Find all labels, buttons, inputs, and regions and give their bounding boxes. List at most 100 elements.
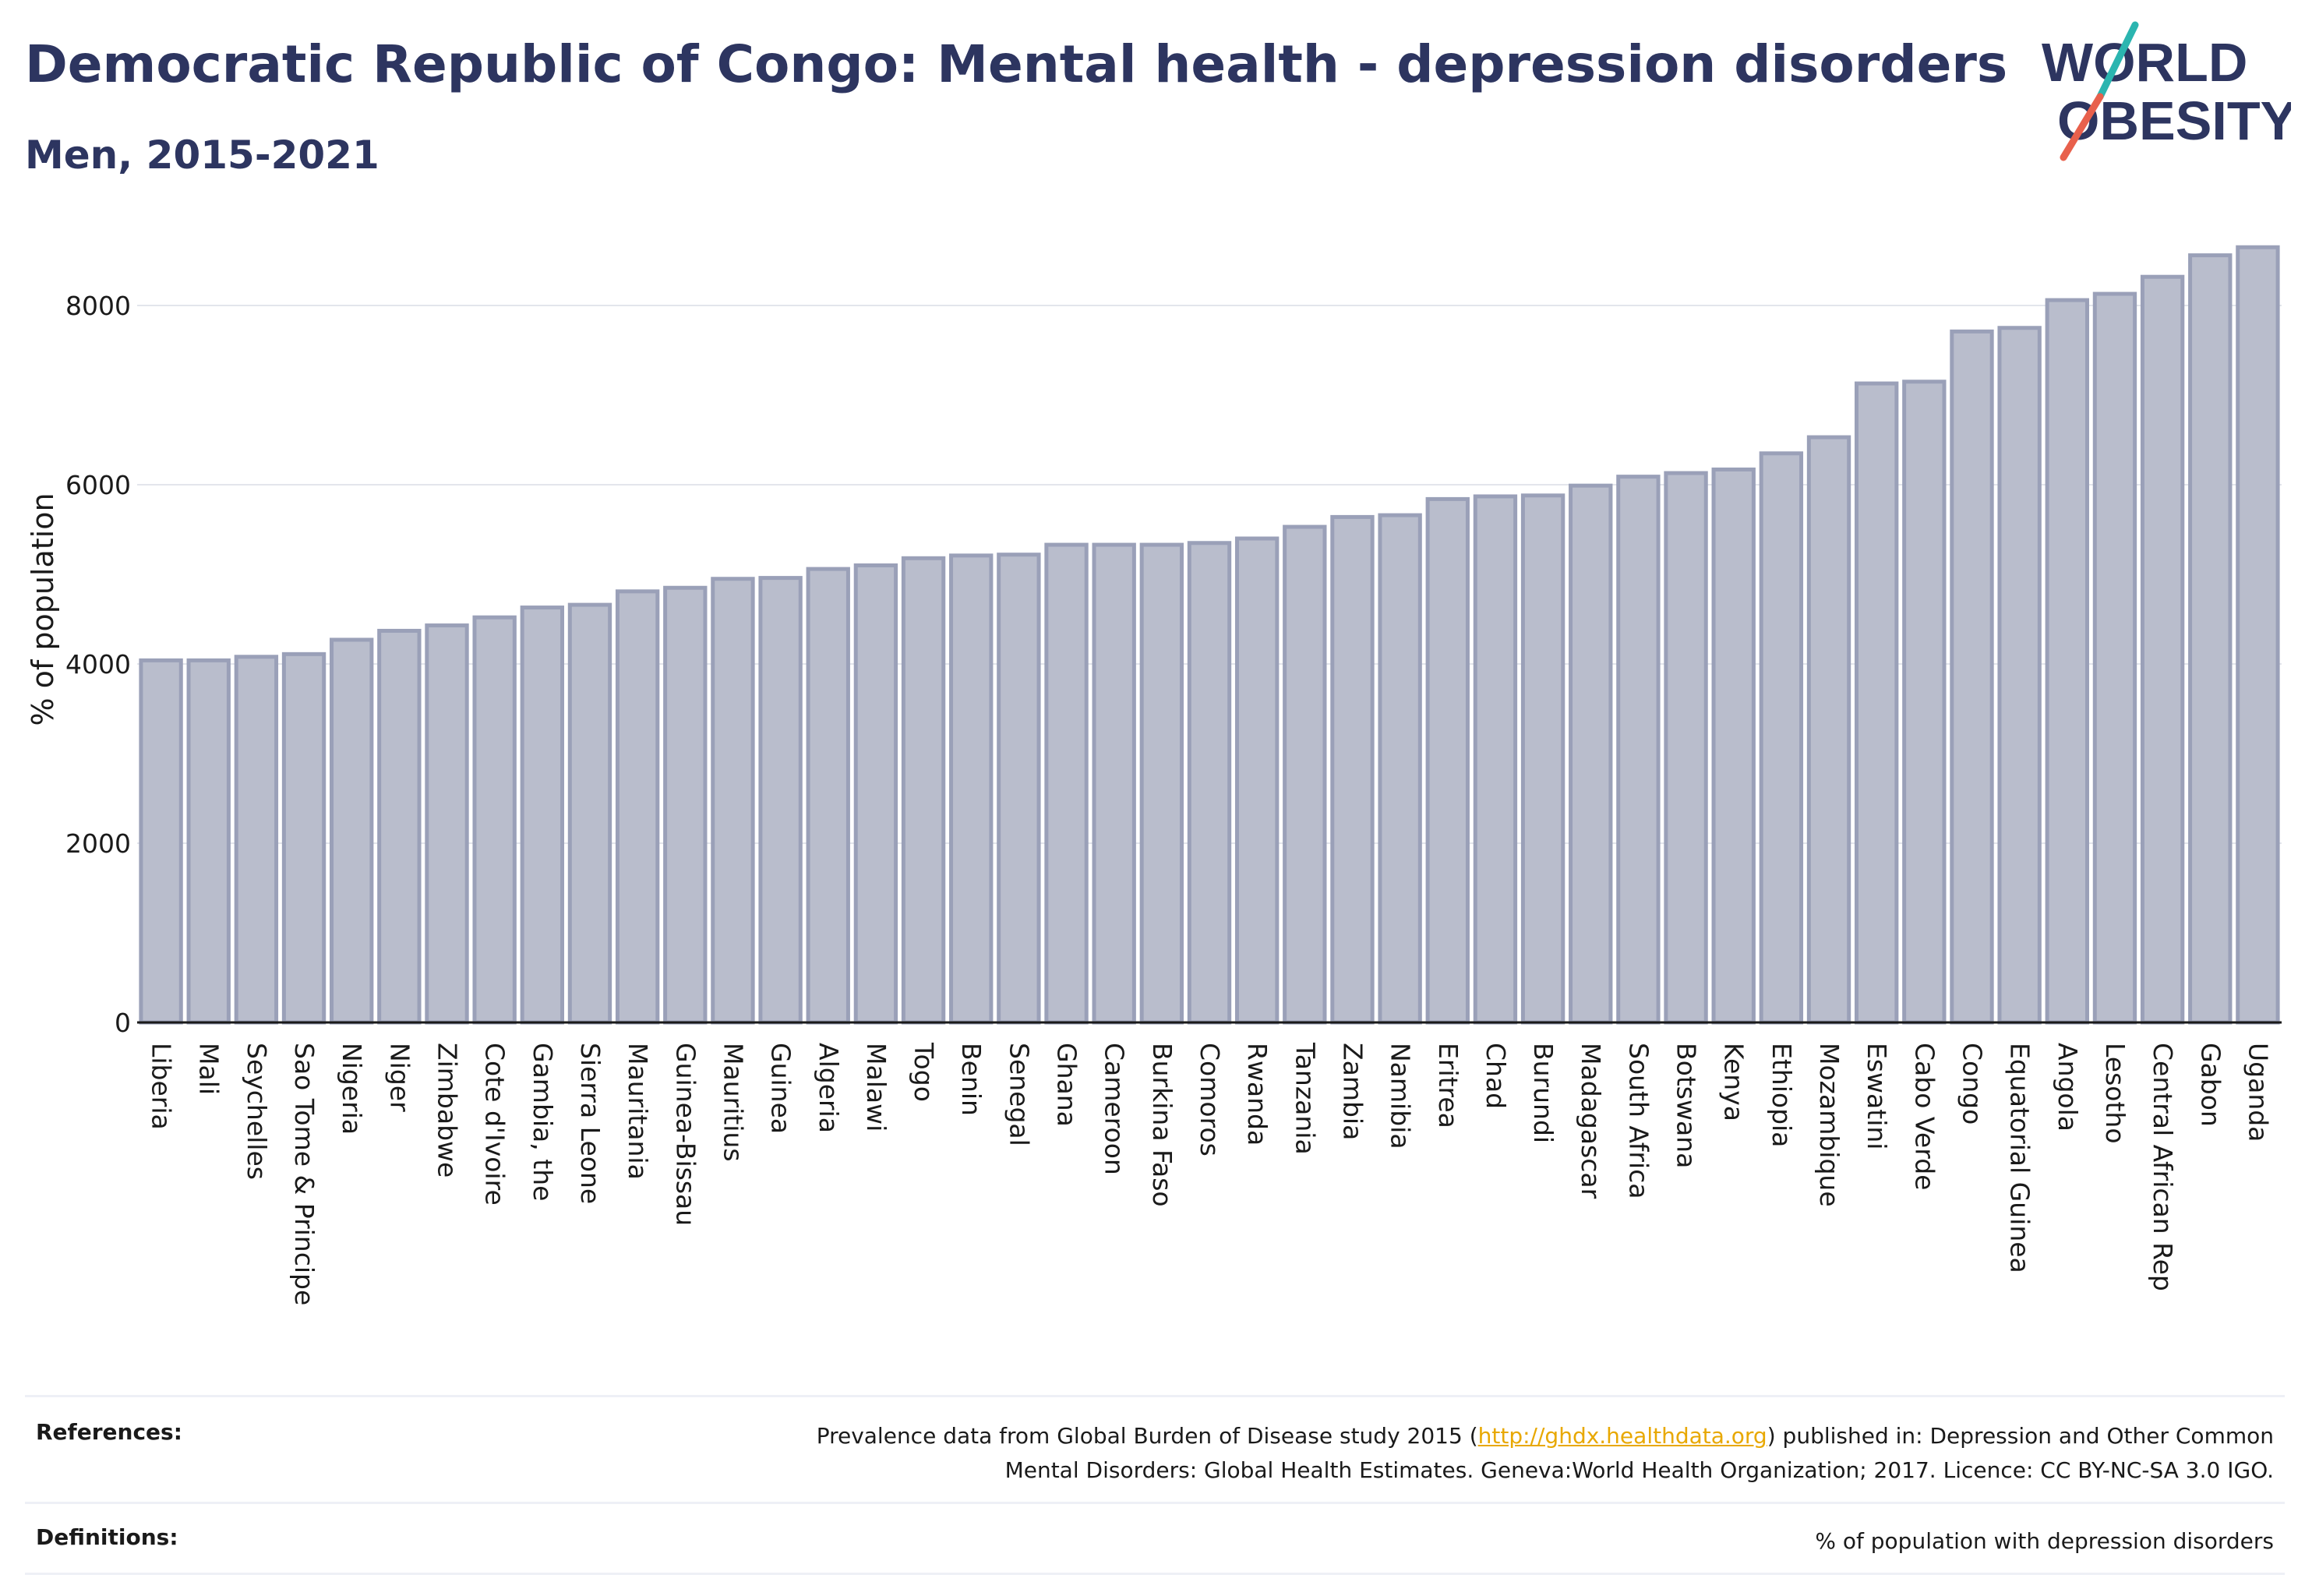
x-tick-label: Mauritania [623, 1043, 653, 1180]
x-tick-label: Madagascar [1576, 1043, 1606, 1199]
bar [1044, 542, 1089, 1025]
world-obesity-logo: WORLD OBESITY [2042, 21, 2291, 161]
bar [1283, 524, 1327, 1025]
bar [567, 602, 612, 1025]
bar [234, 655, 279, 1025]
x-tick-label: Botswana [1671, 1043, 1702, 1168]
bar [1569, 483, 1613, 1025]
bar [711, 577, 755, 1025]
bar [520, 606, 565, 1025]
bar [1711, 467, 1756, 1025]
bar [806, 567, 850, 1025]
logo-word-1: WORLD [2042, 32, 2247, 93]
x-tick-label: Angola [2053, 1043, 2083, 1132]
bar [377, 628, 422, 1025]
bar [1139, 542, 1184, 1025]
bar [901, 556, 946, 1025]
bar [1759, 451, 1804, 1025]
definitions-text: % of population with depression disorder… [1815, 1528, 2274, 1554]
x-tick-label: Cabo Verde [1909, 1043, 1940, 1190]
bar [330, 637, 374, 1025]
x-tick-label: Zambia [1337, 1043, 1368, 1140]
x-tick-label: Congo [1957, 1043, 1987, 1125]
y-tick-label: 4000 [65, 649, 131, 680]
x-tick-label: Zimbabwe [432, 1043, 463, 1178]
bar [2188, 253, 2233, 1025]
bar [2140, 274, 2185, 1025]
y-tick-label: 8000 [65, 291, 131, 321]
x-tick-label: Ghana [1052, 1043, 1082, 1127]
bar [1950, 329, 1994, 1025]
y-tick-label: 0 [115, 1008, 131, 1038]
x-tick-label: Burundi [1528, 1043, 1558, 1143]
x-tick-label: Mali [194, 1043, 224, 1095]
bar [186, 658, 231, 1025]
logo-slash-teal-icon [2096, 21, 2139, 101]
bar-chart: 0 2000 4000 6000 8000 Liberia Mali Seychelles S… [26, 245, 2282, 1305]
bar [663, 585, 708, 1025]
bar [2092, 291, 2137, 1025]
x-tick-label: Cote d'Ivoire [480, 1043, 510, 1206]
footer: References: Prevalence data from Global … [25, 1395, 2285, 1575]
bar [1854, 381, 1899, 1025]
x-tick-label: Burkina Faso [1147, 1043, 1177, 1207]
bar [1092, 542, 1136, 1025]
y-tick-label: 6000 [65, 470, 131, 500]
references-row: References: Prevalence data from Global … [25, 1395, 2285, 1502]
bar [1664, 471, 1708, 1025]
x-tick-label: Lesotho [2100, 1043, 2130, 1144]
bar [1806, 435, 1851, 1025]
x-tick-label: Seychelles [242, 1043, 272, 1180]
chart-title: Democratic Republic of Congo: Mental hea… [25, 34, 2008, 94]
x-tick-label: Mauritius [718, 1043, 748, 1162]
bar [997, 553, 1041, 1025]
bars [139, 245, 2280, 1025]
bar [472, 615, 517, 1025]
x-tick-label: Mozambique [1814, 1043, 1844, 1207]
x-axis-ticks: Liberia Mali Seychelles Sao Tome & Principe… [146, 1042, 2274, 1305]
x-tick-label: Namibia [1385, 1043, 1416, 1149]
x-tick-label: Gambia, the [528, 1043, 558, 1201]
x-tick-label: Niger [384, 1043, 415, 1112]
bar [2045, 298, 2089, 1025]
bar [1473, 494, 1518, 1025]
x-tick-label: Central African Rep [2148, 1043, 2178, 1291]
x-tick-label: Kenya [1719, 1043, 1749, 1121]
bar [949, 553, 994, 1025]
x-tick-label: Sierra Leone [575, 1043, 605, 1204]
definitions-row: Definitions: % of population with depres… [25, 1502, 2285, 1575]
bar [615, 589, 660, 1025]
x-tick-label: Guinea [766, 1043, 796, 1134]
bar [1234, 536, 1280, 1025]
bar [2236, 245, 2280, 1025]
bar [758, 576, 803, 1025]
bar [1520, 493, 1565, 1025]
references-text-part: Prevalence data from Global Burden of Di… [816, 1423, 1478, 1449]
x-tick-label: Ethiopia [1767, 1043, 1797, 1147]
bar [139, 658, 183, 1025]
bar [1425, 496, 1470, 1025]
references-text: Prevalence data from Global Burden of Di… [817, 1419, 2274, 1488]
definitions-label: Definitions: [36, 1524, 178, 1550]
bar [1378, 513, 1422, 1025]
x-tick-label: Cameroon [1100, 1043, 1130, 1175]
x-tick-label: Chad [1481, 1043, 1511, 1109]
bar [1997, 326, 2042, 1025]
chart-subtitle: Men, 2015-2021 [25, 132, 379, 178]
x-tick-label: Sao Tome & Principe [289, 1043, 319, 1305]
x-tick-label: Malawi [861, 1043, 891, 1132]
x-tick-label: Comoros [1195, 1043, 1225, 1156]
bar [1187, 541, 1232, 1025]
references-text-part: ) published in: Depression and Other Com… [1767, 1423, 2274, 1449]
x-tick-label: Gabon [2195, 1043, 2226, 1127]
bar [1902, 380, 1947, 1025]
references-link[interactable]: http://ghdx.healthdata.org [1477, 1423, 1767, 1449]
logo-slash-red-icon [2060, 93, 2104, 161]
x-tick-label: Tanzania [1290, 1042, 1320, 1155]
x-tick-label: Togo [909, 1042, 939, 1102]
x-tick-label: Equatorial Guinea [2005, 1043, 2035, 1273]
bar [853, 563, 898, 1025]
x-tick-label: Liberia [146, 1043, 177, 1130]
x-tick-label: Guinea-Bissau [670, 1043, 701, 1226]
x-tick-label: South Africa [1623, 1043, 1654, 1199]
